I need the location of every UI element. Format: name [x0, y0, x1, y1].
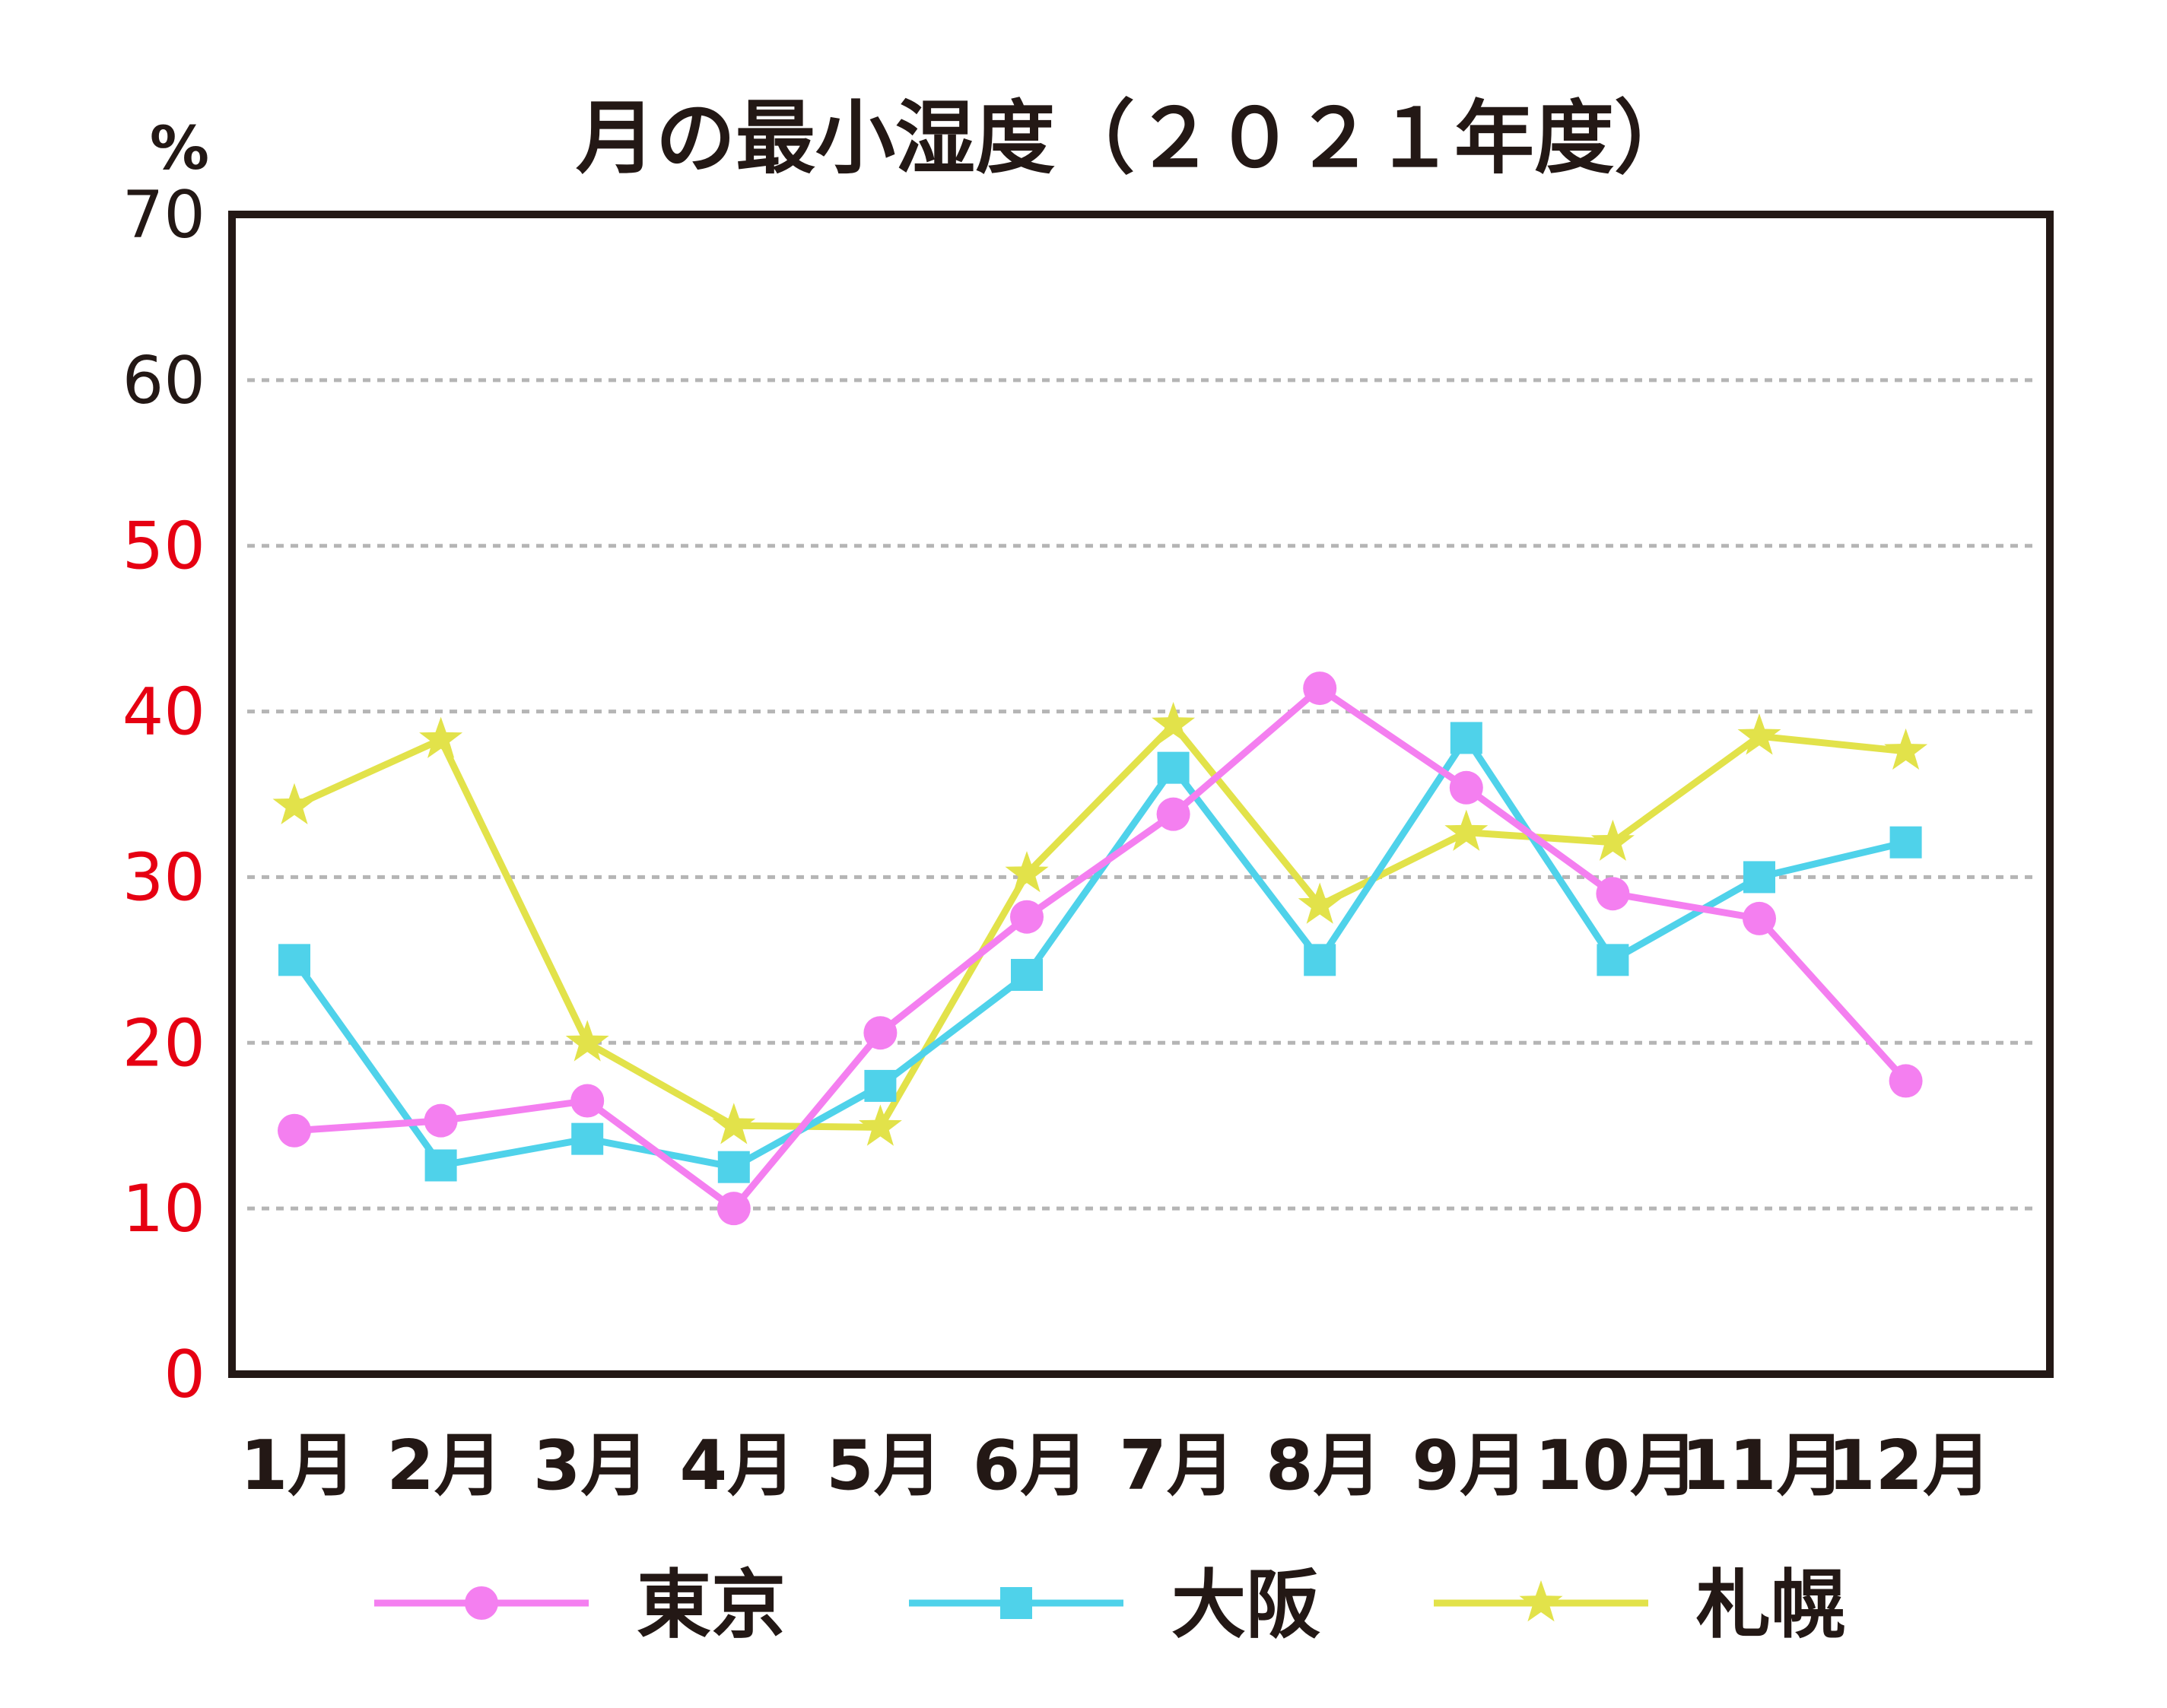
x-tick-label: 10月: [1535, 1426, 1698, 1506]
y-tick-labels: 0 10 20 30 40 50 60 70: [122, 177, 205, 1413]
data-point: [717, 1151, 750, 1183]
data-point: [1010, 900, 1044, 934]
series-line: [291, 684, 1910, 1212]
x-tick-label: 6月: [973, 1426, 1089, 1506]
gridlines: [247, 378, 2035, 1211]
chart-title: 月の最小湿度（２０２１年度）: [576, 92, 1694, 185]
plot-frame: [228, 211, 2054, 1378]
legend-marker: [465, 1586, 498, 1620]
x-tick-label: 9月: [1412, 1426, 1528, 1506]
x-tick-label: 3月: [533, 1426, 650, 1506]
y-tick-label: 70: [122, 177, 205, 253]
x-tick-label: 2月: [386, 1426, 503, 1506]
series-3: [272, 702, 1928, 1146]
y-tick-label: 50: [122, 509, 205, 585]
data-point: [571, 1122, 604, 1155]
y-tick-label: 40: [122, 675, 205, 751]
data-point: [1743, 861, 1775, 894]
data-point: [1743, 901, 1776, 935]
x-tick-label: 7月: [1119, 1426, 1235, 1506]
legend-label: 札幌: [1696, 1562, 1845, 1649]
data-point: [570, 1084, 605, 1118]
data-point: [1884, 728, 1928, 770]
x-tick-label: 4月: [679, 1426, 796, 1506]
data-point: [1152, 702, 1196, 744]
data-point: [863, 1016, 898, 1050]
data-point: [1597, 944, 1629, 976]
data-point: [864, 1069, 897, 1102]
data-point: [717, 1192, 751, 1226]
data-point: [1298, 882, 1342, 924]
data-point: [1889, 826, 1922, 859]
y-tick-label: 30: [122, 840, 205, 916]
data-point: [858, 1104, 902, 1146]
x-tick-label: 8月: [1266, 1426, 1382, 1506]
data-point: [424, 1103, 458, 1138]
series-line: [291, 734, 1910, 1171]
x-tick-label: 5月: [826, 1426, 942, 1506]
legend-label: 大阪: [1171, 1562, 1320, 1649]
legend: 東京 大阪 札幌: [374, 1562, 1845, 1649]
series-line: [291, 721, 1910, 1131]
x-tick-label: 12月: [1828, 1426, 1991, 1506]
y-tick-label: 20: [122, 1005, 205, 1081]
data-point: [565, 1020, 609, 1062]
legend-marker: [1519, 1580, 1563, 1622]
data-point: [1303, 671, 1337, 706]
y-tick-label: 60: [122, 343, 205, 419]
data-point: [1596, 877, 1630, 911]
legend-label: 東京: [637, 1562, 786, 1649]
legend-item: 東京: [374, 1562, 786, 1649]
series-layer: [272, 671, 1928, 1226]
data-point: [278, 1113, 311, 1148]
data-point: [1737, 713, 1781, 755]
data-point: [1449, 770, 1483, 805]
data-point: [1444, 809, 1489, 851]
data-point: [712, 1103, 756, 1144]
data-point: [1156, 797, 1190, 831]
data-point: [1450, 722, 1482, 754]
x-tick-label: 11月: [1681, 1426, 1844, 1506]
legend-marker: [1000, 1587, 1032, 1619]
data-point: [1304, 944, 1336, 976]
data-point: [272, 783, 316, 824]
data-point: [278, 944, 310, 976]
data-point: [1005, 851, 1049, 893]
data-point: [1157, 751, 1190, 784]
legend-item: 札幌: [1434, 1562, 1845, 1649]
data-point: [1011, 958, 1043, 991]
series-2: [278, 722, 1922, 1183]
data-point: [1889, 1064, 1923, 1098]
x-tick-label: 1月: [240, 1426, 357, 1506]
y-unit-label: %: [150, 115, 209, 183]
series-1: [278, 671, 1923, 1226]
data-point: [419, 716, 463, 758]
legend-item: 大阪: [909, 1562, 1320, 1649]
y-tick-label: 10: [122, 1171, 205, 1247]
data-point: [1590, 819, 1635, 861]
y-tick-label: 0: [164, 1337, 205, 1413]
data-point: [424, 1149, 457, 1182]
